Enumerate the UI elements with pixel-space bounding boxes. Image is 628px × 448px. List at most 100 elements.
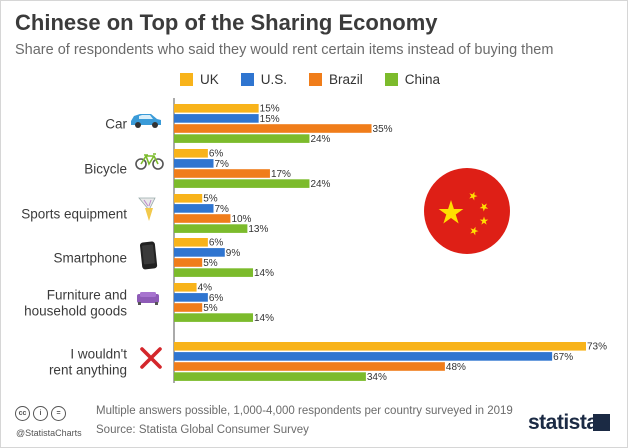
category-label-i-wouldn-t-rent-anything-line2: rent anything [49, 363, 127, 378]
bicycle-wheel-back [135, 158, 147, 170]
category-label-car: Car [105, 117, 127, 132]
category-label-sports-equipment: Sports equipment [21, 207, 127, 222]
sofa-leg-right [155, 302, 158, 305]
category-label-furniture-and-household-goods-line2: household goods [24, 304, 127, 319]
data-label-smartphone-brazil: 5% [203, 258, 218, 269]
data-label-furniture-and-household-goods-uk: 4% [198, 283, 213, 294]
flag-star-large [438, 200, 464, 224]
flag-star-small-3 [479, 216, 489, 225]
flag-star-small-1 [469, 191, 478, 201]
legend-item-brazil: Brazil [309, 72, 363, 87]
smartphone-screen [142, 244, 155, 265]
car-window [139, 115, 153, 119]
data-label-i-wouldn-t-rent-anything-uk: 73% [587, 342, 607, 353]
data-label-i-wouldn-t-rent-anything-china: 34% [367, 372, 387, 383]
bar-car-brazil [174, 124, 372, 133]
category-label-smartphone: Smartphone [53, 251, 127, 266]
bar-i-wouldn-t-rent-anything-u-s [174, 352, 553, 361]
legend-label-uk: UK [200, 72, 219, 87]
legend-swatch-us [240, 73, 254, 86]
bar-bicycle-brazil [174, 169, 270, 178]
bar-smartphone-brazil [174, 258, 203, 267]
chart-title: Chinese on Top of the Sharing Economy [15, 10, 438, 35]
bar-car-uk [174, 104, 259, 113]
data-label-furniture-and-household-goods-u-s: 6% [209, 293, 224, 304]
bar-furniture-and-household-goods-brazil [174, 303, 203, 312]
data-label-bicycle-china: 24% [310, 179, 330, 190]
bar-bicycle-u-s [174, 159, 214, 168]
bar-sports-equipment-u-s [174, 204, 214, 213]
footer-source: Source: Statista Global Consumer Survey [96, 424, 309, 436]
equal-icon: = [51, 406, 66, 421]
flag-circle [424, 168, 510, 254]
sofa-leg-left [138, 302, 141, 305]
data-label-sports-equipment-brazil: 10% [231, 214, 251, 225]
bar-smartphone-u-s [174, 248, 225, 257]
legend-swatch-brazil [309, 73, 323, 86]
bicycle-frame [140, 153, 159, 166]
legend-swatch-china [384, 73, 398, 86]
data-label-bicycle-uk: 6% [209, 149, 224, 160]
bar-smartphone-china [174, 268, 254, 277]
sports-equipment-icon [138, 197, 156, 221]
smartphone-icon [139, 241, 158, 270]
statista-logo-mark [593, 414, 610, 431]
attribution-icon: i [33, 406, 48, 421]
twitter-handle: @StatistaCharts [16, 428, 82, 438]
bar-i-wouldn-t-rent-anything-china [174, 372, 366, 381]
data-label-furniture-and-household-goods-brazil: 5% [203, 303, 218, 314]
flag-star-small-4 [470, 226, 479, 236]
bar-bicycle-china [174, 179, 310, 188]
bar-i-wouldn-t-rent-anything-brazil [174, 362, 445, 371]
legend-item-china: China [384, 72, 440, 87]
legend-label-us: U.S. [260, 72, 288, 87]
data-label-car-uk: 15% [260, 104, 280, 115]
car-wheel-rear [152, 122, 158, 128]
bicycle-wheel-front [152, 158, 164, 170]
data-label-sports-equipment-u-s: 7% [215, 204, 230, 215]
chart-subtitle: Share of respondents who said they would… [15, 42, 554, 58]
category-label-furniture-and-household-goods-line1: Furniture and [47, 288, 127, 303]
data-label-i-wouldn-t-rent-anything-u-s: 67% [553, 352, 573, 363]
data-label-smartphone-uk: 6% [209, 238, 224, 249]
data-label-car-china: 24% [310, 134, 330, 145]
bar-sports-equipment-uk [174, 194, 203, 203]
data-label-sports-equipment-china: 13% [248, 224, 268, 235]
bar-furniture-and-household-goods-u-s [174, 293, 208, 302]
category-label-bicycle: Bicycle [84, 162, 127, 177]
legend-label-brazil: Brazil [329, 72, 363, 87]
data-label-car-u-s: 15% [260, 114, 280, 125]
data-label-bicycle-brazil: 17% [271, 169, 291, 180]
footer-note: Multiple answers possible, 1,000-4,000 r… [96, 405, 513, 417]
sofa-back [140, 292, 156, 297]
flag-star-small-2 [479, 203, 489, 212]
china-flag-icon [424, 168, 510, 254]
bar-car-china [174, 134, 310, 143]
legend-swatch-uk [180, 73, 193, 86]
cc-icon: cc [15, 406, 30, 421]
bar-furniture-and-household-goods-uk [174, 283, 197, 292]
statista-logo[interactable]: statista [528, 411, 598, 434]
car-wheel-front [135, 122, 141, 128]
category-label-i-wouldn-t-rent-anything-line1: I wouldn't [70, 347, 127, 362]
sofa-icon [137, 292, 159, 305]
bar-sports-equipment-brazil [174, 214, 231, 223]
legend-item-us: U.S. [240, 72, 288, 87]
legend-item-uk: UK [180, 72, 219, 87]
data-label-i-wouldn-t-rent-anything-brazil: 48% [446, 362, 466, 373]
bicycle-icon [135, 153, 164, 170]
bar-bicycle-uk [174, 149, 208, 158]
data-label-smartphone-china: 14% [254, 268, 274, 279]
car-icon [131, 114, 161, 128]
bar-smartphone-uk [174, 238, 208, 247]
legend: UK U.S. Brazil China [180, 72, 462, 87]
data-label-furniture-and-household-goods-china: 14% [254, 313, 274, 324]
data-label-bicycle-u-s: 7% [215, 159, 230, 170]
shuttlecock-lines [143, 199, 152, 207]
bar-sports-equipment-china [174, 224, 248, 233]
cross-icon [140, 347, 162, 369]
bar-car-u-s [174, 114, 259, 123]
shuttlecock-base [145, 208, 153, 221]
bar-furniture-and-household-goods-china [174, 313, 254, 322]
